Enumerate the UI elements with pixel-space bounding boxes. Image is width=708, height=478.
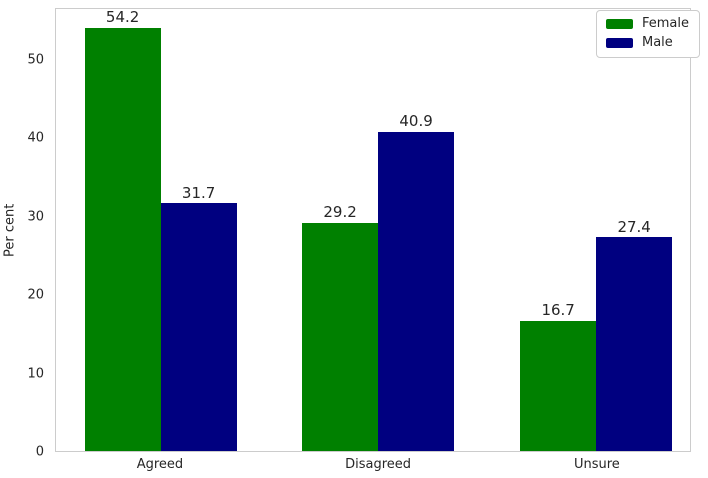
bar-wrap: 40.9	[378, 9, 455, 451]
bar-female-disagreed	[302, 222, 379, 451]
y-axis-tick-labels: 0 10 20 30 40 50	[0, 8, 44, 458]
bar-wrap: 27.4	[596, 9, 673, 451]
legend-label-male: Male	[641, 35, 673, 51]
x-tick-label-unsure: Unsure	[573, 457, 620, 472]
legend: Female Male	[595, 10, 700, 58]
x-tick-label-disagreed: Disagreed	[345, 457, 412, 472]
x-axis-tick-labels: Agreed Disagreed Unsure	[55, 458, 691, 476]
bar-female-unsure	[520, 320, 597, 451]
y-tick-label: 20	[27, 287, 44, 303]
bar-group-unsure: 16.7 27.4	[520, 9, 673, 451]
bar-value-label: 29.2	[323, 203, 357, 222]
bar-male-disagreed	[378, 131, 455, 451]
bar-wrap: 16.7	[520, 9, 597, 451]
bar-value-label: 40.9	[399, 112, 433, 131]
x-tick-label-agreed: Agreed	[136, 457, 184, 472]
y-tick-label: 10	[27, 366, 44, 382]
y-tick-label: 50	[27, 52, 44, 68]
bar-male-agreed	[160, 203, 237, 451]
male-color-swatch	[605, 38, 633, 49]
legend-item-female: Female	[605, 16, 689, 31]
plot-area: 54.2 31.7 29.2 40.9 16.7 27.4 Female Male	[55, 8, 700, 452]
bars-container: 54.2 31.7 29.2 40.9 16.7 27.4	[56, 9, 690, 451]
legend-item-male: Male	[605, 35, 689, 51]
bar-value-label: 27.4	[617, 217, 651, 236]
bar-group-agreed: 54.2 31.7	[84, 8, 237, 451]
bar-value-label: 16.7	[541, 301, 575, 320]
y-tick-label: 0	[35, 444, 44, 460]
y-tick-label: 30	[27, 209, 44, 225]
legend-label-female: Female	[641, 16, 689, 31]
bar-group-disagreed: 29.2 40.9	[302, 9, 455, 451]
bar-value-label: 31.7	[181, 183, 216, 202]
bar-wrap: 31.7	[160, 9, 237, 451]
female-color-swatch	[605, 19, 633, 30]
bar-wrap: 29.2	[302, 9, 379, 451]
bar-wrap: 54.2	[84, 8, 161, 451]
bar-male-unsure	[596, 237, 673, 451]
y-tick-label: 40	[27, 130, 44, 146]
bar-female-agreed	[84, 27, 161, 451]
bar-value-label: 54.2	[105, 8, 140, 27]
